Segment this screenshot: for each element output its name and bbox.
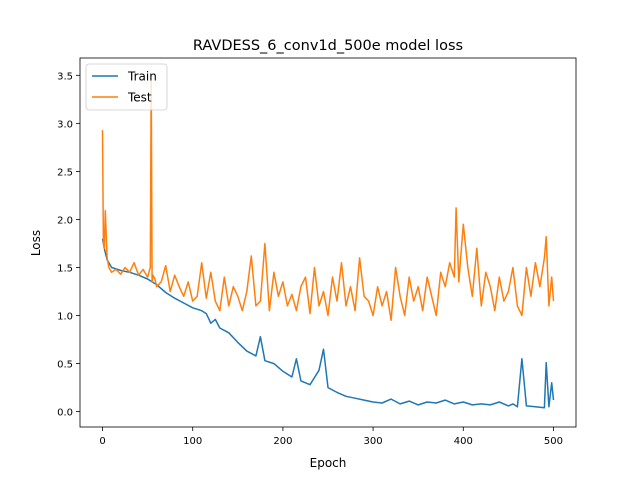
plot-frame [79,57,577,428]
y-tick-label: 2.0 [57,215,73,226]
x-tick-label: 100 [183,436,202,447]
y-axis-label: Loss [29,230,43,256]
x-tick-label: 300 [364,436,383,447]
legend-label-0: Train [127,70,157,84]
x-axis: 0 100 200 300 400 500 [99,427,563,447]
plot-lines [101,74,555,409]
y-tick-label: 0.5 [57,360,73,371]
x-axis-label: Epoch [310,456,347,470]
x-tick-label: 400 [454,436,473,447]
y-tick-label: 3.5 [57,71,73,82]
x-tick-label: 500 [544,436,563,447]
x-tick-label: 200 [273,436,292,447]
y-tick-label: 1.5 [57,263,73,274]
y-tick-label: 1.0 [57,312,73,323]
series-line-0 [101,238,555,409]
legend-label-1: Test [127,91,152,105]
series-line-1 [101,74,555,322]
y-tick-label: 3.0 [57,119,73,130]
y-axis: 0.0 0.5 1.0 1.5 2.0 2.5 3.0 3.5 [57,71,80,419]
y-tick-label: 2.5 [57,167,73,178]
x-tick-label: 0 [99,436,105,447]
y-tick-label: 0.0 [57,408,73,419]
legend: Train Test [85,63,168,111]
chart-title: RAVDESS_6_conv1d_500e model loss [193,38,463,54]
